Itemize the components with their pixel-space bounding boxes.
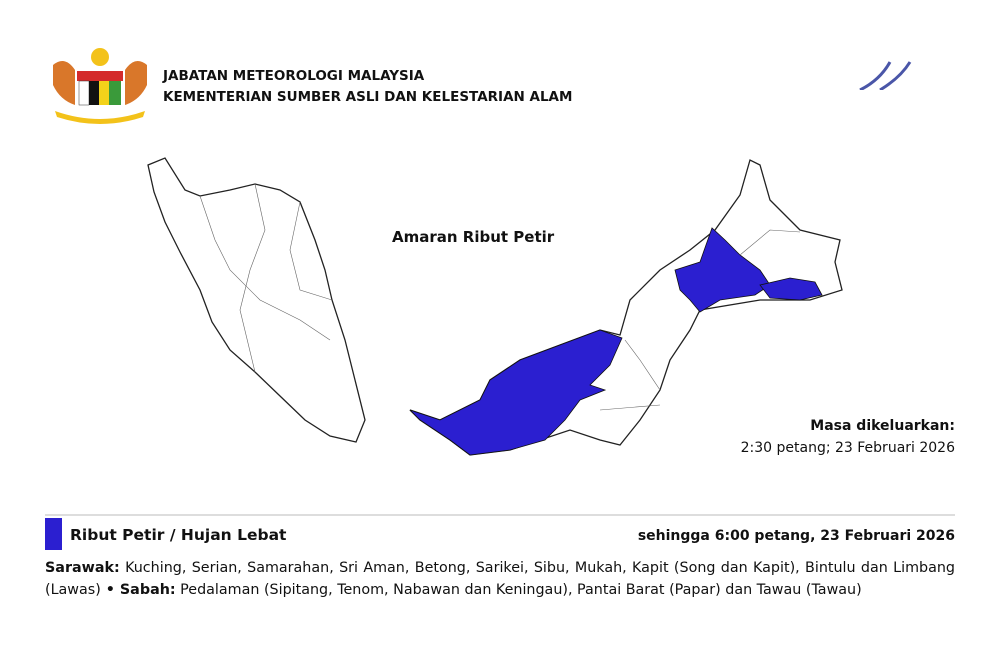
warning-title: Ribut Petir / Hujan Lebat — [70, 526, 287, 544]
issued-time: 2:30 petang; 23 Februari 2026 — [740, 440, 955, 456]
sabah-label: Sabah: — [119, 582, 176, 598]
sarawak-label: Sarawak: — [45, 560, 120, 576]
warning-area-sabah-tawau[interactable] — [759, 277, 823, 301]
peninsular-malaysia[interactable] — [147, 157, 366, 443]
map-title: Amaran Ribut Petir — [392, 228, 555, 246]
sarawak-areas: Kuching, Serian, Samarahan, Sri Aman, Be… — [45, 560, 955, 598]
issued-label: Masa dikeluarkan: — [810, 418, 955, 434]
metmalaysia-logo — [850, 60, 955, 110]
ministry-name: KEMENTERIAN SUMBER ASLI DAN KELESTARIAN … — [163, 89, 573, 105]
warning-map — [147, 157, 843, 456]
malaysia-coat-of-arms-logo — [53, 48, 147, 124]
agency-header: JABATAN METEOROLOGI MALAYSIA KEMENTERIAN… — [163, 66, 572, 108]
agency-name: JABATAN METEOROLOGI MALAYSIA — [163, 68, 425, 84]
sabah-areas: Pedalaman (Sipitang, Tenom, Nabawan dan … — [180, 582, 862, 598]
issued-time-block: Masa dikeluarkan: 2:30 petang; 23 Februa… — [741, 415, 955, 459]
divider — [45, 514, 955, 516]
separator: • — [100, 582, 120, 598]
warning-area-sarawak[interactable] — [409, 329, 623, 456]
warning-color-swatch — [45, 518, 62, 550]
affected-areas: Sarawak: Kuching, Serian, Samarahan, Sri… — [45, 557, 955, 601]
valid-until: sehingga 6:00 petang, 23 Februari 2026 — [637, 528, 955, 544]
